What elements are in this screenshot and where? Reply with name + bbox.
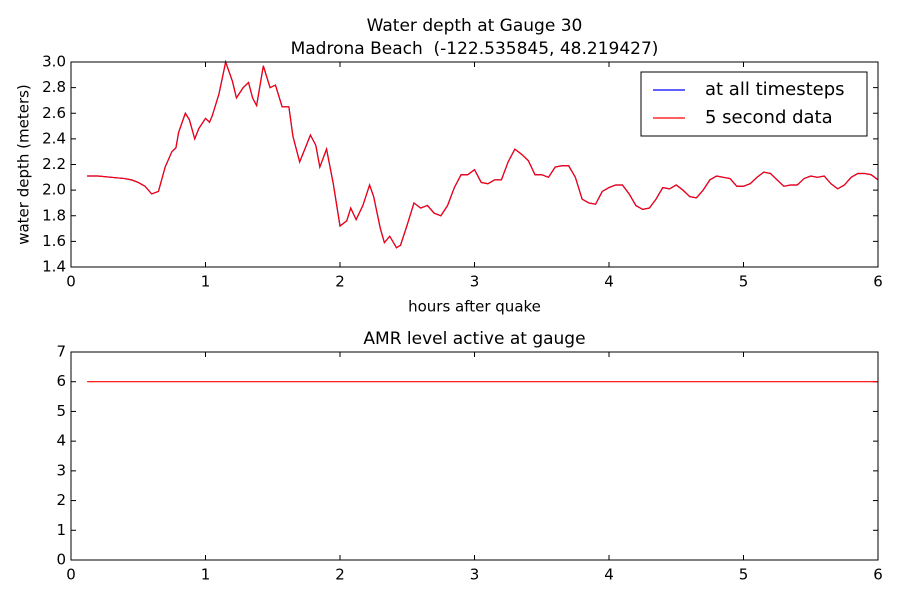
y-axis-label: water depth (meters)	[15, 84, 33, 245]
chart-subtitle: Madrona Beach (-122.535845, 48.219427)	[291, 39, 659, 59]
legend-label: 5 second data	[705, 107, 833, 128]
x-axis-label: hours after quake	[408, 298, 541, 316]
y-tick-label: 7	[56, 343, 66, 361]
y-tick-label: 6	[56, 372, 66, 390]
subplot: AMR level active at gauge 0 1 2 3 4 5 6 0 1 2 3 4 5 6 7	[56, 329, 882, 584]
x-tick-label: 3	[470, 273, 480, 291]
chart-title: Water depth at Gauge 30	[367, 16, 583, 36]
x-tick-label: 4	[604, 273, 614, 291]
y-tick-label: 2.8	[42, 78, 66, 96]
axes-frame	[70, 61, 879, 268]
y-tick-label: 0	[56, 551, 66, 569]
y-tick-label: 2.2	[42, 155, 66, 173]
y-tick-label: 1.4	[42, 258, 66, 276]
x-tick-label: 0	[66, 566, 76, 584]
x-tick-label: 5	[739, 273, 749, 291]
y-tick-label: 2.0	[42, 181, 66, 199]
axes-frame	[70, 351, 879, 561]
y-tick-label: 4	[56, 432, 66, 450]
subplot: Water depth at Gauge 30 Madrona Beach (-1…	[15, 16, 883, 316]
x-tick-label: 4	[604, 566, 614, 584]
y-tick-label: 1.8	[42, 206, 66, 224]
y-tick-label: 5	[56, 402, 66, 420]
x-tick-label: 0	[66, 273, 76, 291]
data-line	[87, 59, 879, 249]
y-tick-label: 1.6	[42, 232, 66, 250]
y-tick-label: 1	[56, 521, 66, 539]
x-tick-label: 2	[335, 273, 345, 291]
chart-title: AMR level active at gauge	[363, 329, 585, 349]
x-tick-label: 5	[739, 566, 749, 584]
x-tick-label: 6	[873, 566, 883, 584]
y-tick-label: 3	[56, 461, 66, 479]
legend: at all timesteps 5 second data	[640, 71, 868, 137]
x-tick-label: 1	[201, 273, 211, 291]
x-tick-label: 1	[201, 566, 211, 584]
legend-label: at all timesteps	[705, 79, 845, 100]
x-tick-label: 3	[470, 566, 480, 584]
legend-box	[640, 71, 868, 137]
x-tick-label: 2	[335, 566, 345, 584]
x-tick-label: 6	[873, 273, 883, 291]
y-tick-label: 2.6	[42, 104, 66, 122]
y-tick-label: 3.0	[42, 53, 66, 71]
y-tick-label: 2.4	[42, 129, 66, 147]
y-tick-label: 2	[56, 491, 66, 509]
